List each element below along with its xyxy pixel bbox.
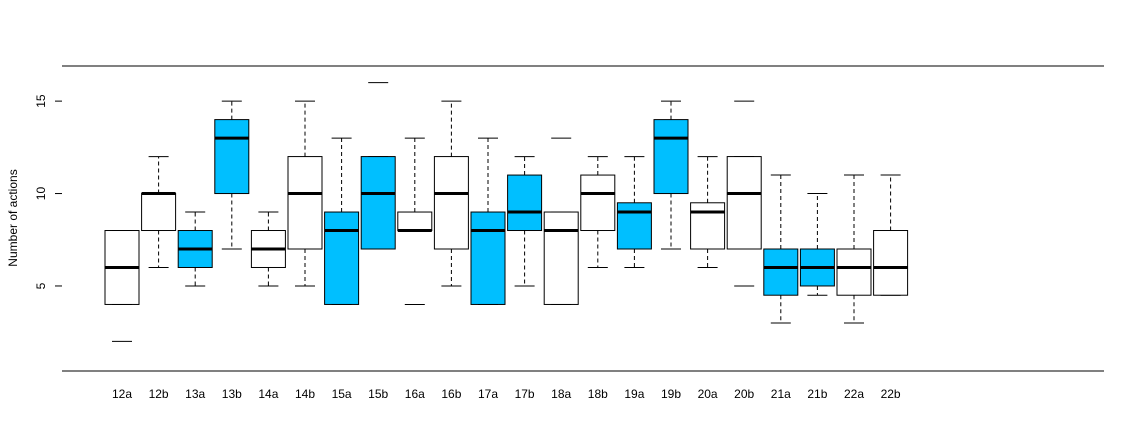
box-series [104, 82, 909, 342]
x-tick-label-13b: 13b [222, 387, 242, 401]
box-body [653, 119, 689, 195]
box-22b [873, 174, 909, 296]
x-tick-label-16b: 16b [441, 387, 461, 401]
x-tick-label-17b: 17b [515, 387, 535, 401]
box-13b [214, 100, 250, 250]
box-22a [836, 174, 872, 324]
box-body [470, 211, 506, 305]
x-tick-label-20b: 20b [734, 387, 754, 401]
box-16b [433, 100, 469, 287]
box-body [360, 156, 396, 250]
box-17b [507, 156, 543, 287]
box-body [397, 211, 433, 232]
x-tick-label-22a: 22a [844, 387, 864, 401]
y-tick-label: 15 [34, 94, 48, 108]
y-tick-label: 5 [34, 282, 48, 289]
box-20a [690, 156, 726, 268]
plot-frame [62, 65, 1104, 372]
x-tick-label-15b: 15b [368, 387, 388, 401]
x-tick-label-20a: 20a [698, 387, 718, 401]
box-13a [177, 211, 213, 287]
box-12a [104, 230, 140, 342]
box-15b [360, 82, 396, 250]
box-body [507, 174, 543, 232]
box-14a [250, 211, 286, 287]
box-body [726, 156, 762, 250]
box-14b [287, 100, 323, 287]
x-tick-label-18b: 18b [588, 387, 608, 401]
box-body [214, 119, 250, 195]
box-body [141, 193, 177, 232]
x-tick-label-13a: 13a [185, 387, 205, 401]
box-21b [799, 193, 835, 296]
x-tick-label-17a: 17a [478, 387, 498, 401]
box-21a [763, 174, 799, 324]
y-tick-label: 10 [34, 187, 48, 201]
y-axis-title: Number of actions [6, 169, 20, 266]
box-19a [616, 156, 652, 268]
box-18a [543, 137, 579, 305]
box-18b [580, 156, 616, 268]
x-tick-label-21b: 21b [807, 387, 827, 401]
x-tick-label-15a: 15a [332, 387, 352, 401]
x-tick-label-19a: 19a [624, 387, 644, 401]
box-16a [397, 137, 433, 305]
box-body [616, 202, 652, 250]
x-tick-label-21a: 21a [771, 387, 791, 401]
x-tick-label-12b: 12b [149, 387, 169, 401]
box-body [580, 174, 616, 232]
y-axis-ticks: 5 10 15 [34, 94, 62, 289]
box-body [543, 211, 579, 305]
box-body [324, 211, 360, 305]
x-tick-label-22b: 22b [881, 387, 901, 401]
x-tick-label-12a: 12a [112, 387, 132, 401]
box-body [287, 156, 323, 250]
box-body [873, 230, 909, 296]
x-tick-label-18a: 18a [551, 387, 571, 401]
box-12b [141, 156, 177, 268]
x-tick-label-16a: 16a [405, 387, 425, 401]
box-body [433, 156, 469, 250]
x-tick-label-19b: 19b [661, 387, 681, 401]
box-body [836, 248, 872, 296]
box-body [763, 248, 799, 296]
x-tick-label-14b: 14b [295, 387, 315, 401]
box-15a [324, 137, 360, 305]
box-19b [653, 100, 689, 250]
x-axis-tick-labels: 12a 12b 13a 13b 14a 14b 15a 15b 16a 16b 17a 17b 18a 1… [112, 387, 901, 401]
box-17a [470, 137, 506, 305]
x-tick-label-14a: 14a [258, 387, 278, 401]
box-20b [726, 100, 762, 287]
box-body [690, 202, 726, 250]
